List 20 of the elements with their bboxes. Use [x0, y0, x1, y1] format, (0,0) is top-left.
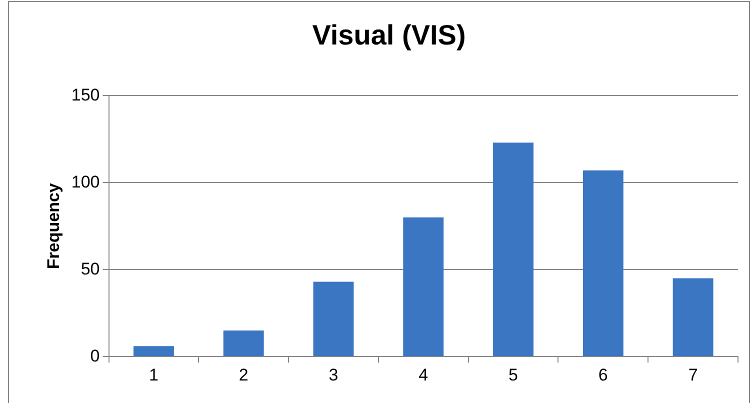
x-tick-label: 3 [328, 365, 338, 384]
chart-title: Visual (VIS) [312, 20, 466, 51]
x-tick-label: 7 [688, 365, 698, 384]
x-tick-label: 6 [598, 365, 608, 384]
bar [582, 170, 624, 356]
y-tick-label: 50 [80, 259, 100, 278]
bar [672, 278, 714, 356]
x-tick-label: 5 [508, 365, 518, 384]
bar [403, 217, 444, 356]
bar [493, 142, 534, 356]
x-tick-label: 2 [238, 365, 248, 384]
bar [223, 330, 264, 356]
y-tick-label: 150 [71, 85, 100, 104]
y-tick-label: 0 [90, 346, 100, 366]
y-tick-label: 100 [71, 172, 100, 192]
x-tick-label: 4 [418, 365, 428, 384]
bar [313, 282, 354, 356]
bar [133, 346, 174, 356]
y-axis-title: Frequency [44, 182, 63, 270]
x-tick-label: 1 [148, 365, 158, 384]
